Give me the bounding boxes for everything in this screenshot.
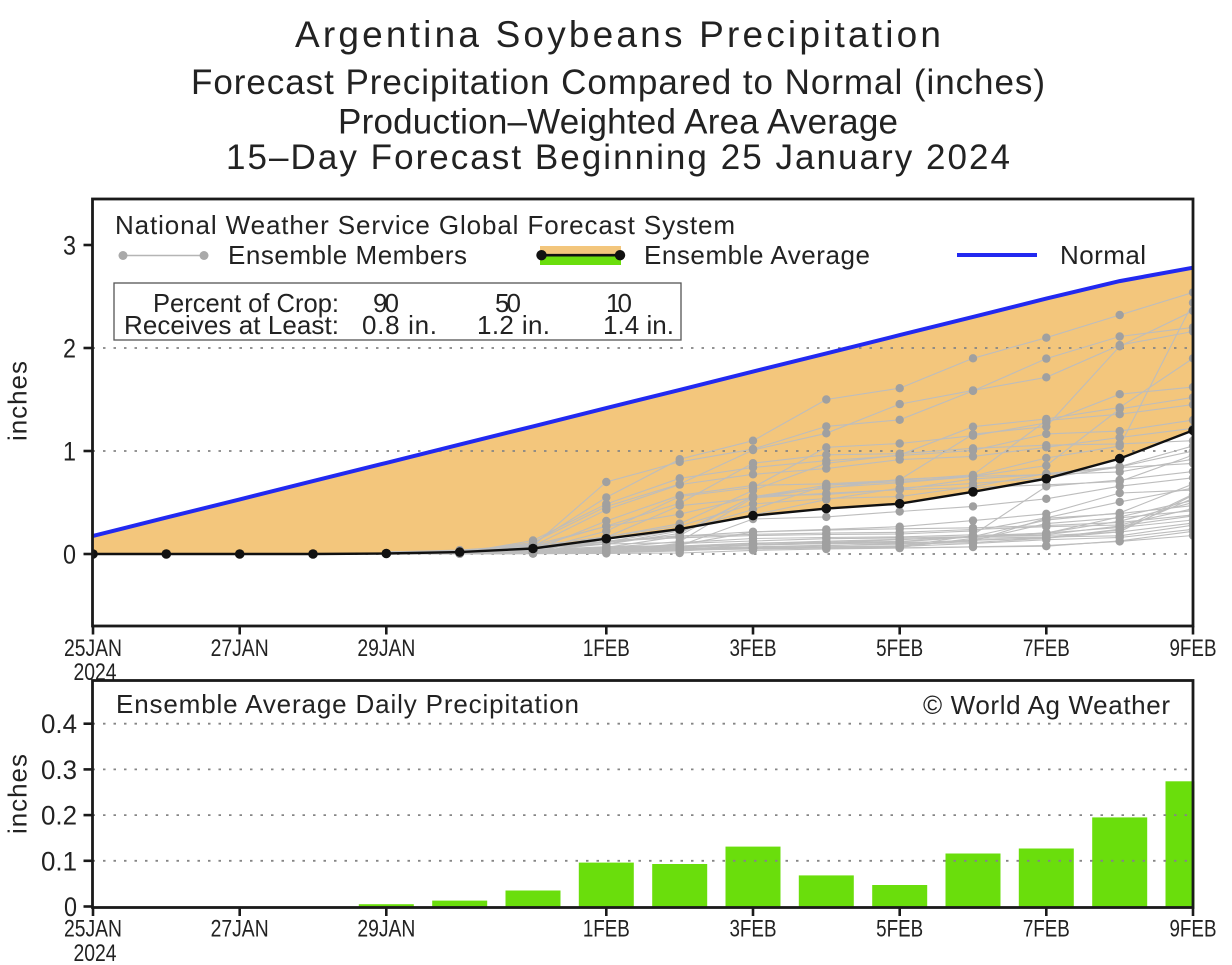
svg-text:1.2 in.: 1.2 in.	[477, 310, 550, 340]
svg-text:1: 1	[63, 437, 76, 467]
svg-text:2024: 2024	[74, 659, 117, 686]
svg-text:1FEB: 1FEB	[583, 635, 630, 662]
svg-text:3: 3	[63, 231, 76, 261]
svg-text:9FEB: 9FEB	[1169, 635, 1216, 662]
svg-text:27JAN: 27JAN	[211, 635, 269, 662]
svg-text:2: 2	[63, 334, 76, 364]
svg-text:inches: inches	[3, 361, 33, 441]
svg-text:25JAN: 25JAN	[64, 635, 122, 662]
svg-text:1FEB: 1FEB	[583, 916, 630, 943]
svg-text:Ensemble Average Daily Precipi: Ensemble Average Daily Precipitation	[116, 689, 579, 719]
svg-text:0.1: 0.1	[41, 846, 77, 876]
svg-text:5FEB: 5FEB	[876, 635, 923, 662]
svg-text:3FEB: 3FEB	[729, 635, 776, 662]
svg-text:29JAN: 29JAN	[357, 916, 415, 943]
svg-text:inches: inches	[3, 754, 33, 834]
svg-text:Production–Weighted Area Avera: Production–Weighted Area Average	[338, 103, 898, 142]
svg-text:7FEB: 7FEB	[1023, 635, 1070, 662]
svg-text:50: 50	[495, 288, 521, 318]
svg-text:10: 10	[606, 288, 632, 318]
svg-text:0.2: 0.2	[41, 801, 77, 831]
svg-text:7FEB: 7FEB	[1023, 916, 1070, 943]
svg-text:1.4 in.: 1.4 in.	[603, 310, 674, 340]
svg-text:National Weather Service Globa: National Weather Service Global Forecast…	[115, 210, 735, 240]
svg-text:29JAN: 29JAN	[357, 635, 415, 662]
svg-text:2024: 2024	[74, 940, 117, 965]
svg-text:5FEB: 5FEB	[876, 916, 923, 943]
svg-text:0.4: 0.4	[41, 709, 77, 739]
svg-text:Normal: Normal	[1060, 240, 1146, 270]
svg-text:0.8 in.: 0.8 in.	[362, 310, 437, 340]
svg-text:Ensemble Members: Ensemble Members	[228, 240, 467, 270]
svg-text:0: 0	[63, 540, 76, 570]
svg-text:0.3: 0.3	[41, 755, 77, 785]
svg-text:90: 90	[373, 288, 399, 318]
svg-text:0: 0	[64, 892, 77, 922]
svg-text:3FEB: 3FEB	[729, 916, 776, 943]
svg-text:27JAN: 27JAN	[211, 916, 269, 943]
svg-text:Percent of Crop:: Percent of Crop:	[153, 288, 339, 318]
svg-text:9FEB: 9FEB	[1169, 916, 1216, 943]
svg-text:25JAN: 25JAN	[64, 916, 122, 943]
svg-text:Ensemble Average: Ensemble Average	[644, 240, 870, 270]
svg-text:Argentina Soybeans Precipitati: Argentina Soybeans Precipitation	[295, 14, 941, 55]
svg-text:15–Day Forecast Beginning 25 J: 15–Day Forecast Beginning 25 January 202…	[226, 138, 1010, 177]
svg-text:© World Ag Weather: © World Ag Weather	[923, 690, 1170, 720]
svg-text:Forecast Precipitation Compare: Forecast Precipitation Compared to Norma…	[191, 63, 1045, 102]
svg-text:Receives at Least:: Receives at Least:	[124, 310, 339, 340]
